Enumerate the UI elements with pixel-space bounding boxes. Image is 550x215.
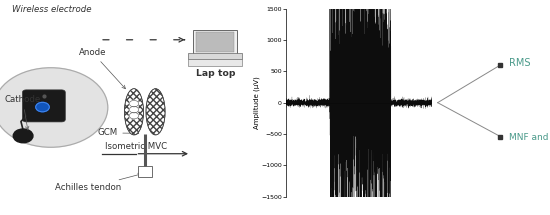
Text: Anode: Anode	[79, 48, 125, 89]
Text: Cathode: Cathode	[4, 95, 41, 130]
Text: Lap top: Lap top	[196, 69, 235, 78]
Text: Achilles tendon: Achilles tendon	[56, 173, 141, 192]
FancyBboxPatch shape	[192, 30, 237, 54]
Y-axis label: Amplitude (µV): Amplitude (µV)	[253, 76, 260, 129]
Circle shape	[129, 106, 139, 113]
Text: MNF and MDF: MNF and MDF	[509, 133, 550, 142]
Circle shape	[36, 102, 50, 112]
Ellipse shape	[146, 89, 165, 135]
Circle shape	[129, 100, 139, 107]
FancyBboxPatch shape	[196, 32, 234, 52]
Text: Isometric MVC: Isometric MVC	[104, 142, 167, 151]
Circle shape	[13, 129, 33, 143]
Circle shape	[129, 112, 139, 119]
Ellipse shape	[124, 89, 144, 135]
Text: GCM: GCM	[97, 128, 139, 137]
Text: Wireless electrode: Wireless electrode	[12, 5, 92, 14]
FancyBboxPatch shape	[188, 53, 242, 59]
FancyBboxPatch shape	[188, 59, 242, 66]
FancyBboxPatch shape	[138, 166, 152, 177]
Text: RMS: RMS	[509, 58, 530, 68]
Circle shape	[0, 68, 108, 147]
FancyBboxPatch shape	[23, 90, 65, 122]
